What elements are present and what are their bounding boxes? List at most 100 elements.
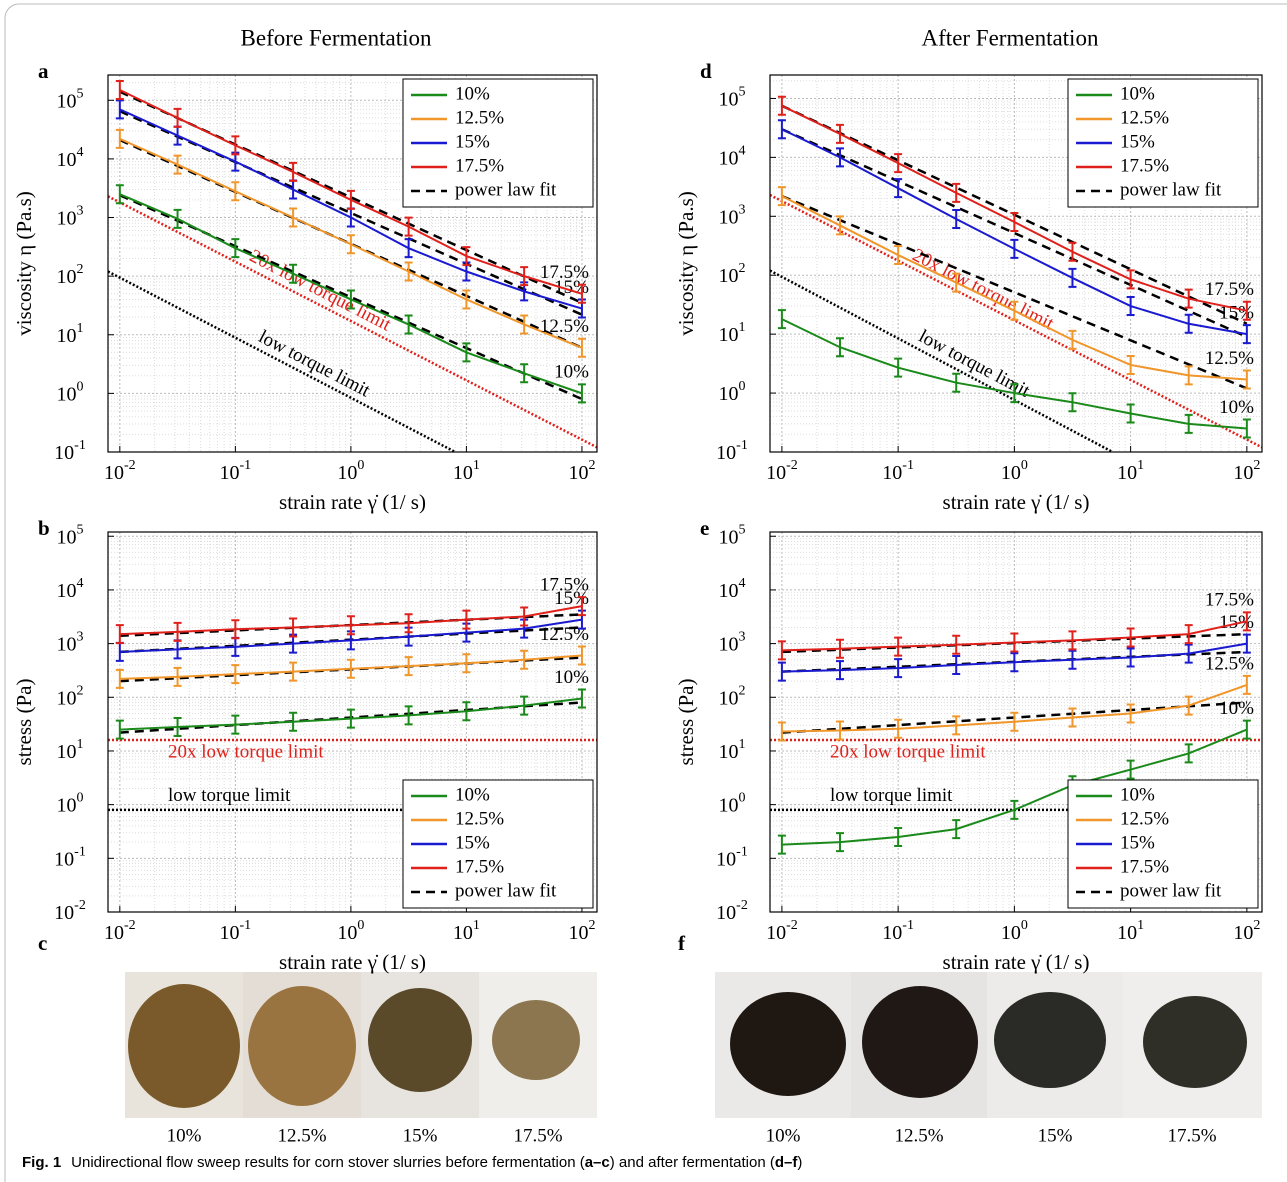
point-marker — [1242, 719, 1251, 740]
point-marker — [462, 342, 471, 363]
y-tick-label: 104 — [719, 576, 746, 601]
point-marker — [115, 184, 124, 205]
legend-label: 10% — [1120, 784, 1155, 805]
y-tick-label: 103 — [57, 630, 84, 655]
x-tick-label: 100 — [337, 918, 364, 943]
x-tick-label: 101 — [1117, 458, 1144, 483]
chart: 10-2 10-1 100 101 10210-1100101102103104105l… — [674, 59, 1263, 514]
point-marker — [577, 645, 586, 666]
chart: 10-2 10-1 100 101 102 10-2 10-1 100 101 102 103 104… — [674, 516, 1263, 974]
plot-frame — [769, 74, 1263, 453]
y-tick-label: 105 — [719, 522, 746, 547]
point-marker — [777, 186, 786, 207]
legend-label: 17.5% — [1120, 155, 1169, 176]
legend-label: 15% — [1120, 131, 1155, 152]
point-marker — [289, 263, 298, 284]
fit-line — [119, 90, 583, 305]
photo-caption: 15% — [403, 1125, 438, 1146]
point-marker — [520, 363, 529, 384]
series-annotation: 12.5% — [540, 316, 589, 337]
point-marker — [777, 661, 786, 682]
photo-caption: 15% — [1038, 1125, 1073, 1146]
point-marker — [577, 383, 586, 404]
y-tick-label: 10-2 — [54, 898, 86, 923]
limit-line — [107, 270, 456, 454]
point-marker — [835, 638, 844, 659]
point-marker — [1010, 711, 1019, 732]
point-marker — [952, 634, 961, 655]
point-marker — [115, 128, 124, 149]
legend: 10% 12.5% 15% 17.5% power law fit — [1067, 78, 1259, 208]
point-marker — [1068, 649, 1077, 670]
point-marker — [577, 596, 586, 617]
point-marker — [952, 819, 961, 840]
fit-line — [781, 194, 1248, 390]
photo-sample — [492, 1000, 580, 1080]
point-marker — [1242, 611, 1251, 632]
point-marker — [1184, 313, 1193, 334]
legend-label: 10% — [455, 784, 490, 805]
x-tick-label: 100 — [1001, 918, 1028, 943]
y-axis-label: viscosity η (Pa.s) — [12, 191, 36, 336]
point-marker — [404, 314, 413, 335]
series-annotation: 17.5% — [540, 262, 589, 283]
point-marker — [835, 147, 844, 168]
series-annotation: 10% — [1219, 698, 1254, 719]
caption-text: ) — [797, 1154, 802, 1171]
photo-caption: 12.5% — [277, 1125, 326, 1146]
y-tick-label: 10-1 — [716, 845, 748, 870]
y-tick-label: 10-1 — [716, 438, 748, 463]
point-marker — [1126, 759, 1135, 780]
point-marker — [404, 613, 413, 634]
point-marker — [173, 666, 182, 687]
point-marker — [115, 668, 124, 689]
y-tick-label: 103 — [719, 203, 746, 228]
photo-caption: 12.5% — [894, 1125, 943, 1146]
point-marker — [404, 216, 413, 237]
point-marker — [520, 266, 529, 287]
x-tick-label: 102 — [1233, 458, 1260, 483]
x-tick-label: 101 — [453, 458, 480, 483]
point-marker — [1242, 300, 1251, 321]
photo-sample — [862, 986, 978, 1098]
limit-label: low torque limit — [830, 785, 953, 806]
point-marker — [289, 661, 298, 682]
panel-label: f — [678, 931, 686, 955]
limit-label: 20x low torque limit — [830, 741, 986, 762]
y-tick-label: 100 — [719, 379, 746, 404]
point-marker — [462, 701, 471, 722]
y-tick-label: 105 — [57, 522, 84, 547]
point-marker — [346, 234, 355, 255]
point-marker — [1068, 392, 1077, 413]
caption-label: Fig. 1 — [22, 1154, 61, 1171]
point-marker — [289, 617, 298, 638]
series-annotation: 12.5% — [1205, 653, 1254, 674]
point-marker — [1010, 799, 1019, 820]
point-marker — [835, 215, 844, 236]
x-tick-label: 102 — [568, 918, 595, 943]
panel-label: b — [38, 516, 50, 540]
point-marker — [289, 207, 298, 228]
point-marker — [1242, 633, 1251, 654]
point-marker — [952, 182, 961, 203]
point-marker — [346, 708, 355, 729]
point-marker — [952, 372, 961, 393]
point-marker — [462, 653, 471, 674]
point-marker — [115, 719, 124, 740]
point-marker — [1126, 403, 1135, 424]
y-tick-label: 104 — [57, 145, 84, 170]
panel-label: a — [38, 59, 49, 83]
point-marker — [952, 715, 961, 736]
series-annotation: 10% — [554, 667, 589, 688]
y-tick-label: 105 — [719, 85, 746, 110]
point-marker — [835, 720, 844, 741]
y-tick-label: 100 — [719, 791, 746, 816]
x-tick-label: 10-1 — [220, 458, 252, 483]
series-annotation: 12.5% — [540, 624, 589, 645]
point-marker — [1242, 324, 1251, 345]
legend-label: 12.5% — [455, 808, 504, 829]
point-marker — [404, 705, 413, 726]
chart: 10-2 10-1 100 101 102 10-2 10-1 100 101 102 103 104… — [12, 516, 598, 974]
point-marker — [777, 640, 786, 661]
point-marker — [777, 119, 786, 140]
